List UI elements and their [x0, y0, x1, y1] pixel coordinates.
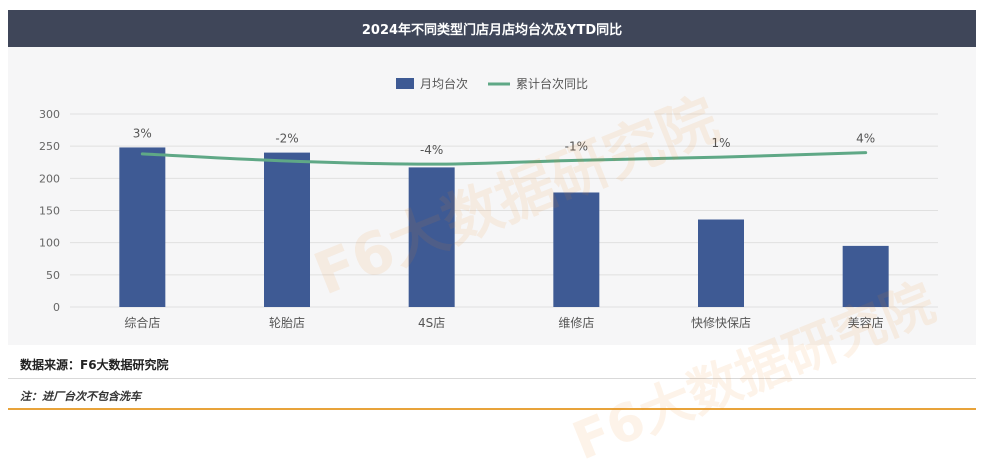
data-label: -1% [565, 139, 588, 153]
y-tick-label: 0 [53, 301, 60, 314]
bar [553, 192, 600, 307]
bar [408, 167, 455, 307]
x-tick-label: 维修店 [558, 315, 594, 330]
accent-divider [8, 408, 976, 410]
chart-title: 2024年不同类型门店月店均台次及YTD同比 [8, 10, 976, 47]
footnote: 注：进厂台次不包含洗车 [20, 390, 141, 403]
x-tick-label: 轮胎店 [269, 316, 305, 330]
x-tick-label: 快修快保店 [691, 315, 751, 330]
x-tick-label: 综合店 [124, 315, 160, 330]
series-line [140, 151, 868, 166]
data-label: 3% [133, 126, 152, 140]
bar-line-chart: 0 50 100 150 200 250 300 综合店 轮胎店 4S店 维修店 快修快保店 美容店 3%… [39, 76, 938, 330]
divider [8, 378, 976, 379]
bar [264, 152, 310, 307]
y-tick-label: 150 [39, 205, 60, 218]
data-source: 数据来源：F6大数据研究院 [20, 358, 169, 372]
bar [842, 245, 889, 307]
bar [698, 219, 744, 307]
y-tick-label: 100 [39, 237, 60, 250]
legend-label: 累计台次同比 [516, 76, 588, 91]
y-tick-label: 300 [39, 108, 60, 121]
bar [119, 147, 166, 307]
x-tick-label: 4S店 [418, 316, 445, 330]
data-label: -4% [420, 143, 443, 157]
legend-label: 月均台次 [420, 76, 468, 91]
data-label: 4% [856, 132, 875, 146]
legend-swatch-bar [396, 78, 414, 89]
y-tick-label: 250 [39, 140, 60, 153]
data-label: -2% [275, 132, 298, 146]
y-tick-label: 200 [39, 172, 60, 185]
y-tick-label: 50 [46, 269, 60, 282]
x-tick-label: 美容店 [848, 315, 884, 330]
chart-panel: 0 50 100 150 200 250 300 综合店 轮胎店 4S店 维修店 快修快保店 美容店 3%… [8, 47, 976, 345]
data-label: 1% [711, 136, 730, 150]
